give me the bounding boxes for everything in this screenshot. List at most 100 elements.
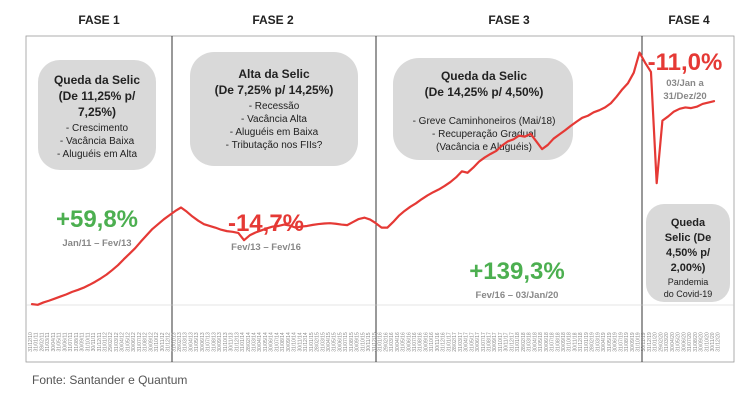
x-tick-label: 31/10/12 [154, 332, 160, 352]
x-tick-label: 31/05/19 [607, 332, 613, 352]
x-tick-label: 31/10/11 [85, 332, 91, 351]
x-tick-label: 30/04/19 [601, 332, 607, 352]
x-tick-label: 30/09/15 [355, 332, 361, 352]
x-tick-label: 31/01/14 [240, 332, 246, 352]
x-tick-label: 31/01/11 [34, 332, 40, 351]
x-tick-label: 31/01/16 [378, 332, 384, 352]
x-tick-label: 31/05/12 [125, 332, 131, 352]
x-tick-label: 30/06/18 [544, 332, 550, 352]
phase-4-box-item: do Covid-19 [664, 289, 713, 299]
x-tick-label: 30/11/15 [366, 332, 372, 351]
x-tick-label: 31/08/20 [693, 332, 699, 352]
x-tick-label: 31/08/11 [74, 332, 80, 351]
x-tick-label: 31/12/19 [647, 332, 653, 352]
x-tick-label: 31/01/15 [309, 332, 315, 352]
x-tick-label: 30/09/11 [80, 332, 86, 351]
x-tick-label: 31/07/19 [618, 332, 624, 352]
x-tick-label: 30/06/12 [131, 332, 137, 352]
phase-title-2: FASE 2 [252, 13, 294, 27]
x-tick-label: 30/11/11 [91, 332, 97, 351]
x-tick-label: 31/05/18 [538, 332, 544, 352]
phase-2-box-item: - Vacância Alta [241, 114, 307, 125]
x-tick-label: 31/12/11 [97, 332, 103, 351]
x-tick-label: 30/11/17 [504, 332, 510, 351]
x-tick-label: 31/12/10 [28, 332, 34, 352]
phase-1-box-title-line: (De 11,25% p/ [59, 89, 136, 103]
phase-3-box-item: - Greve Caminhoneiros (Mai/18) [413, 116, 556, 127]
x-tick-label: 30/09/14 [286, 332, 292, 352]
x-tick-label: 31/10/15 [360, 332, 366, 352]
phase-2-period: Fev/13 – Fev/16 [231, 242, 301, 253]
x-tick-label: 29/02/20 [658, 332, 664, 352]
phase-1-box [38, 60, 156, 170]
phase-3-box-item: (Vacância e Aluguéis) [436, 142, 532, 153]
x-tick-label: 31/10/13 [223, 332, 229, 352]
x-tick-label: 31/03/16 [389, 332, 395, 352]
x-tick-label: 29/02/16 [383, 332, 389, 352]
x-tick-label: 31/01/18 [515, 332, 521, 352]
x-tick-label: 31/07/11 [68, 332, 74, 351]
x-tick-label: 31/01/13 [171, 332, 177, 352]
phase-1-box-title-line: 7,25%) [78, 105, 116, 119]
x-tick-label: 31/05/11 [57, 332, 63, 351]
x-tick-label: 28/02/18 [521, 332, 527, 352]
phase-1-change: +59,8% [56, 206, 138, 233]
x-tick-label: 30/11/14 [297, 332, 303, 351]
x-tick-label: 30/09/19 [630, 332, 636, 352]
x-tick-label: 31/07/12 [137, 332, 143, 352]
x-tick-label: 31/08/13 [211, 332, 217, 352]
phase-3-box-title-line: Queda da Selic [441, 69, 527, 83]
x-tick-label: 31/05/15 [332, 332, 338, 352]
x-tick-label: 30/11/19 [641, 332, 647, 351]
x-tick-label: 30/09/12 [148, 332, 154, 352]
x-tick-label: 30/04/12 [120, 332, 126, 352]
x-tick-label: 31/10/20 [704, 332, 710, 352]
x-tick-label: 31/03/11 [45, 332, 51, 351]
x-tick-label: 31/08/18 [555, 332, 561, 352]
x-tick-label: 31/03/14 [252, 332, 258, 352]
x-tick-label: 31/07/14 [274, 332, 280, 352]
x-tick-label: 28/02/15 [315, 332, 321, 352]
phase-4-box-title-line: 4,50% p/ [666, 247, 710, 259]
x-tick-label: 31/10/18 [567, 332, 573, 352]
x-tick-label: 31/01/19 [584, 332, 590, 352]
phase-4-period: 31/Dez/20 [663, 91, 706, 102]
x-tick-label: 31/07/20 [687, 332, 693, 352]
x-tick-label: 30/04/17 [464, 332, 470, 352]
phase-4-box-item: Pandemia [668, 277, 709, 287]
x-tick-label: 31/03/19 [595, 332, 601, 352]
x-tick-label: 31/03/17 [458, 332, 464, 352]
phase-2-box-item: - Recessão [249, 101, 300, 112]
x-tick-label: 31/12/12 [166, 332, 172, 352]
phase-title-4: FASE 4 [668, 13, 710, 27]
plot-frame [25, 35, 735, 363]
x-tick-label: 31/05/20 [676, 332, 682, 352]
x-tick-label: 31/10/17 [498, 332, 504, 352]
x-tick-label: 31/12/14 [303, 332, 309, 352]
phase-1-box-title-line: Queda da Selic [54, 73, 140, 87]
phase-4-box-title-line: Selic (De [665, 232, 711, 244]
x-tick-label: 28/02/17 [452, 332, 458, 352]
x-tick-label: 31/07/18 [550, 332, 556, 352]
x-tick-label: 30/04/16 [395, 332, 401, 352]
x-tick-label: 30/09/20 [699, 332, 705, 352]
x-tick-label: 30/04/11 [51, 332, 57, 351]
x-tick-label: 30/11/18 [572, 332, 578, 351]
x-tick-label: 30/04/15 [326, 332, 332, 352]
phase-1-box-item: - Vacância Baixa [60, 136, 135, 147]
x-tick-label: 31/08/15 [349, 332, 355, 352]
phase-3-period: Fev/16 – 03/Jan/20 [476, 290, 559, 301]
x-tick-label: 29/02/12 [108, 332, 114, 352]
x-tick-label: 31/12/16 [441, 332, 447, 352]
phase-4-box [646, 204, 730, 302]
x-tick-label: 30/06/13 [200, 332, 206, 352]
phase-title-3: FASE 3 [488, 13, 530, 27]
x-tick-label: 28/02/19 [590, 332, 596, 352]
x-tick-label: 30/04/14 [257, 332, 263, 352]
x-tick-label: 31/12/13 [234, 332, 240, 352]
phase-2-box-title-line: (De 7,25% p/ 14,25%) [215, 83, 334, 97]
x-tick-label: 31/07/16 [412, 332, 418, 352]
x-tick-label: 30/09/17 [492, 332, 498, 352]
x-tick-label: 30/06/17 [475, 332, 481, 352]
source-note: Fonte: Santander e Quantum [32, 373, 188, 387]
